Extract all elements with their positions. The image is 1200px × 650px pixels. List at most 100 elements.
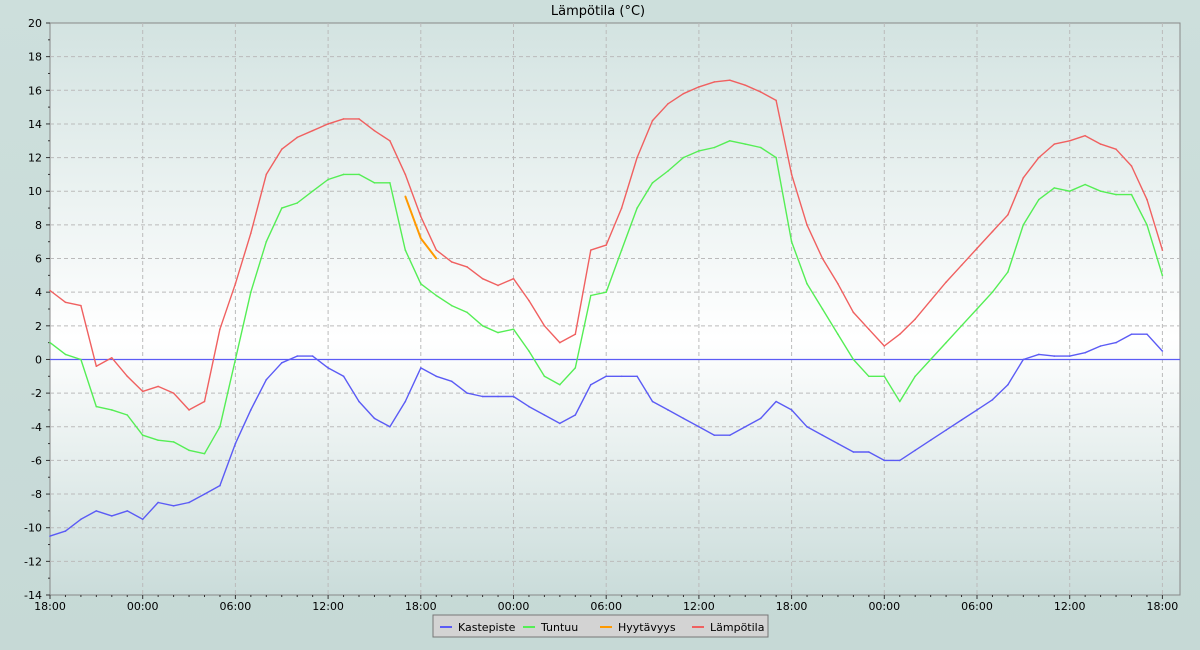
- data-point: [49, 341, 51, 344]
- data-point: [620, 375, 623, 378]
- x-tick-label: 18:00: [405, 600, 437, 613]
- data-point: [713, 146, 716, 149]
- data-point: [682, 92, 685, 95]
- legend-label: Hyytävyys: [618, 621, 676, 634]
- data-point: [250, 409, 252, 411]
- data-point: [1038, 156, 1040, 159]
- data-point: [404, 173, 407, 176]
- data-point: [466, 266, 468, 268]
- y-tick-label: 16: [28, 84, 42, 97]
- series-lines: [49, 79, 1180, 537]
- data-point: [991, 399, 994, 401]
- data-point: [311, 129, 314, 132]
- legend-label: Tuntuu: [540, 621, 578, 634]
- data-point: [806, 425, 808, 428]
- data-point: [172, 441, 175, 443]
- data-point: [976, 247, 978, 250]
- data-point: [111, 515, 113, 517]
- data-point: [250, 232, 252, 235]
- legend-label: Kastepiste: [458, 621, 516, 634]
- data-point: [883, 345, 886, 347]
- data-point: [1038, 198, 1040, 201]
- data-point: [620, 207, 623, 209]
- data-point: [497, 284, 499, 287]
- data-point: [528, 299, 530, 302]
- data-point: [358, 173, 360, 176]
- data-point: [188, 409, 190, 411]
- data-point: [976, 409, 978, 411]
- data-point: [1084, 183, 1086, 186]
- data-point: [898, 400, 901, 403]
- data-point: [1068, 139, 1071, 142]
- data-point: [1053, 187, 1056, 189]
- data-point: [651, 119, 654, 122]
- data-point: [945, 341, 947, 344]
- data-point: [280, 207, 283, 209]
- data-point: [914, 318, 916, 320]
- data-point: [1007, 213, 1009, 216]
- data-point: [49, 535, 51, 537]
- data-point: [157, 439, 159, 442]
- chart-title: Lämpötila (°C): [551, 4, 645, 19]
- data-point: [1115, 148, 1117, 150]
- data-point: [234, 442, 237, 445]
- data-point: [543, 375, 546, 378]
- data-point: [373, 182, 376, 184]
- data-point: [80, 358, 82, 361]
- data-point: [327, 178, 329, 181]
- x-tick-label: 18:00: [776, 600, 808, 613]
- data-point: [806, 224, 808, 226]
- data-point: [512, 395, 515, 398]
- y-tick-label: 6: [35, 253, 42, 266]
- data-point: [1084, 134, 1086, 137]
- data-point: [636, 207, 638, 209]
- data-point: [543, 414, 546, 416]
- data-point: [1022, 176, 1025, 179]
- data-point: [466, 311, 468, 314]
- y-tick-label: -4: [31, 421, 42, 434]
- data-point: [589, 249, 592, 251]
- data-point: [559, 422, 561, 425]
- data-point: [481, 325, 484, 327]
- x-tick-label: 18:00: [1147, 600, 1179, 613]
- data-point: [929, 439, 932, 442]
- data-point: [837, 442, 839, 445]
- data-point: [667, 409, 669, 411]
- data-point: [435, 249, 438, 251]
- data-point: [1099, 345, 1102, 347]
- data-point: [1038, 353, 1040, 356]
- data-point: [450, 304, 453, 307]
- plot-area: [49, 22, 1181, 596]
- data-point: [1099, 190, 1102, 193]
- data-point: [589, 383, 592, 386]
- y-tick-label: 20: [28, 17, 42, 30]
- y-tick-label: -6: [31, 454, 42, 467]
- y-tick-label: 12: [28, 152, 42, 165]
- data-point: [883, 459, 886, 462]
- data-point: [636, 156, 638, 159]
- data-point: [1099, 143, 1102, 145]
- data-point: [311, 355, 314, 357]
- data-point: [512, 328, 515, 330]
- data-point: [1115, 341, 1117, 344]
- y-tick-label: 2: [35, 320, 42, 333]
- data-point: [481, 395, 484, 398]
- x-axis: 18:00 00:00 06:00 12:00 18:00 00:00 06:00 12:00…: [34, 595, 1178, 613]
- data-point: [1007, 271, 1009, 273]
- data-point: [126, 510, 129, 512]
- data-point: [945, 281, 947, 283]
- data-point: [682, 417, 685, 420]
- data-point: [466, 392, 468, 394]
- data-point: [1022, 224, 1025, 226]
- data-point: [389, 139, 391, 142]
- data-point: [265, 240, 268, 243]
- data-point: [126, 375, 129, 378]
- data-point: [203, 452, 206, 455]
- data-point: [868, 328, 870, 330]
- data-point: [95, 405, 98, 408]
- data-point: [373, 129, 376, 132]
- data-point: [589, 294, 592, 297]
- data-point: [898, 459, 901, 462]
- data-point: [605, 375, 607, 378]
- data-point: [141, 434, 144, 436]
